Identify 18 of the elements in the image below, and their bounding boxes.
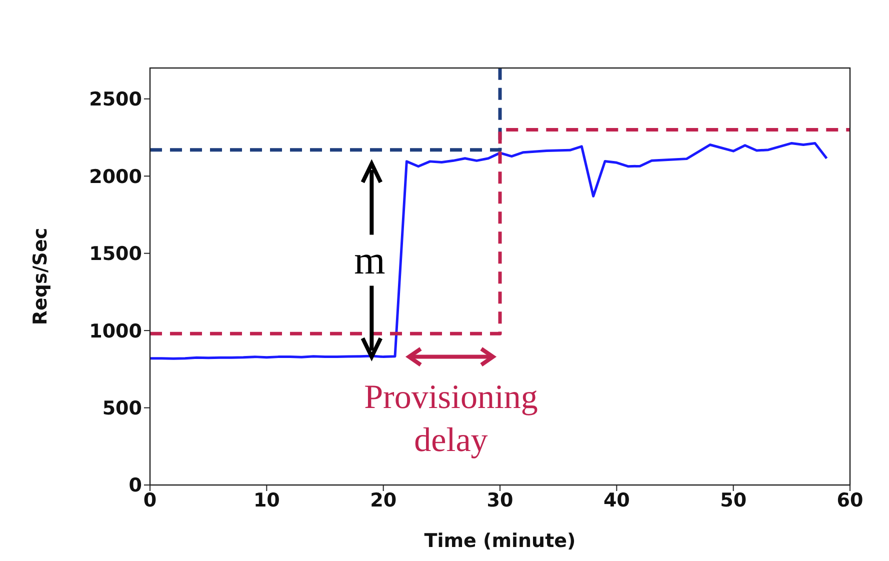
x-axis-title: Time (minute) <box>424 530 576 552</box>
y-tick-label: 2000 <box>89 166 142 188</box>
x-tick-label: 20 <box>370 489 397 512</box>
y-tick-label: 0 <box>128 474 142 497</box>
x-tick-label: 10 <box>253 489 280 512</box>
x-tick-label: 0 <box>143 489 157 512</box>
annotation: m <box>354 237 386 282</box>
x-tick-label: 60 <box>836 489 864 512</box>
y-tick-label: 1000 <box>89 320 142 342</box>
y-axis-title: Reqs/Sec <box>30 228 52 326</box>
x-tick-label: 50 <box>720 489 747 512</box>
x-tick-label: 30 <box>486 489 514 512</box>
y-tick-label: 500 <box>102 398 142 420</box>
x-tick-label: 40 <box>603 489 630 512</box>
line-series <box>150 142 828 360</box>
y-tick-label: 1500 <box>89 243 142 266</box>
annotation: Provisioning delay <box>364 379 538 459</box>
y-tick-label: 2500 <box>89 88 142 111</box>
